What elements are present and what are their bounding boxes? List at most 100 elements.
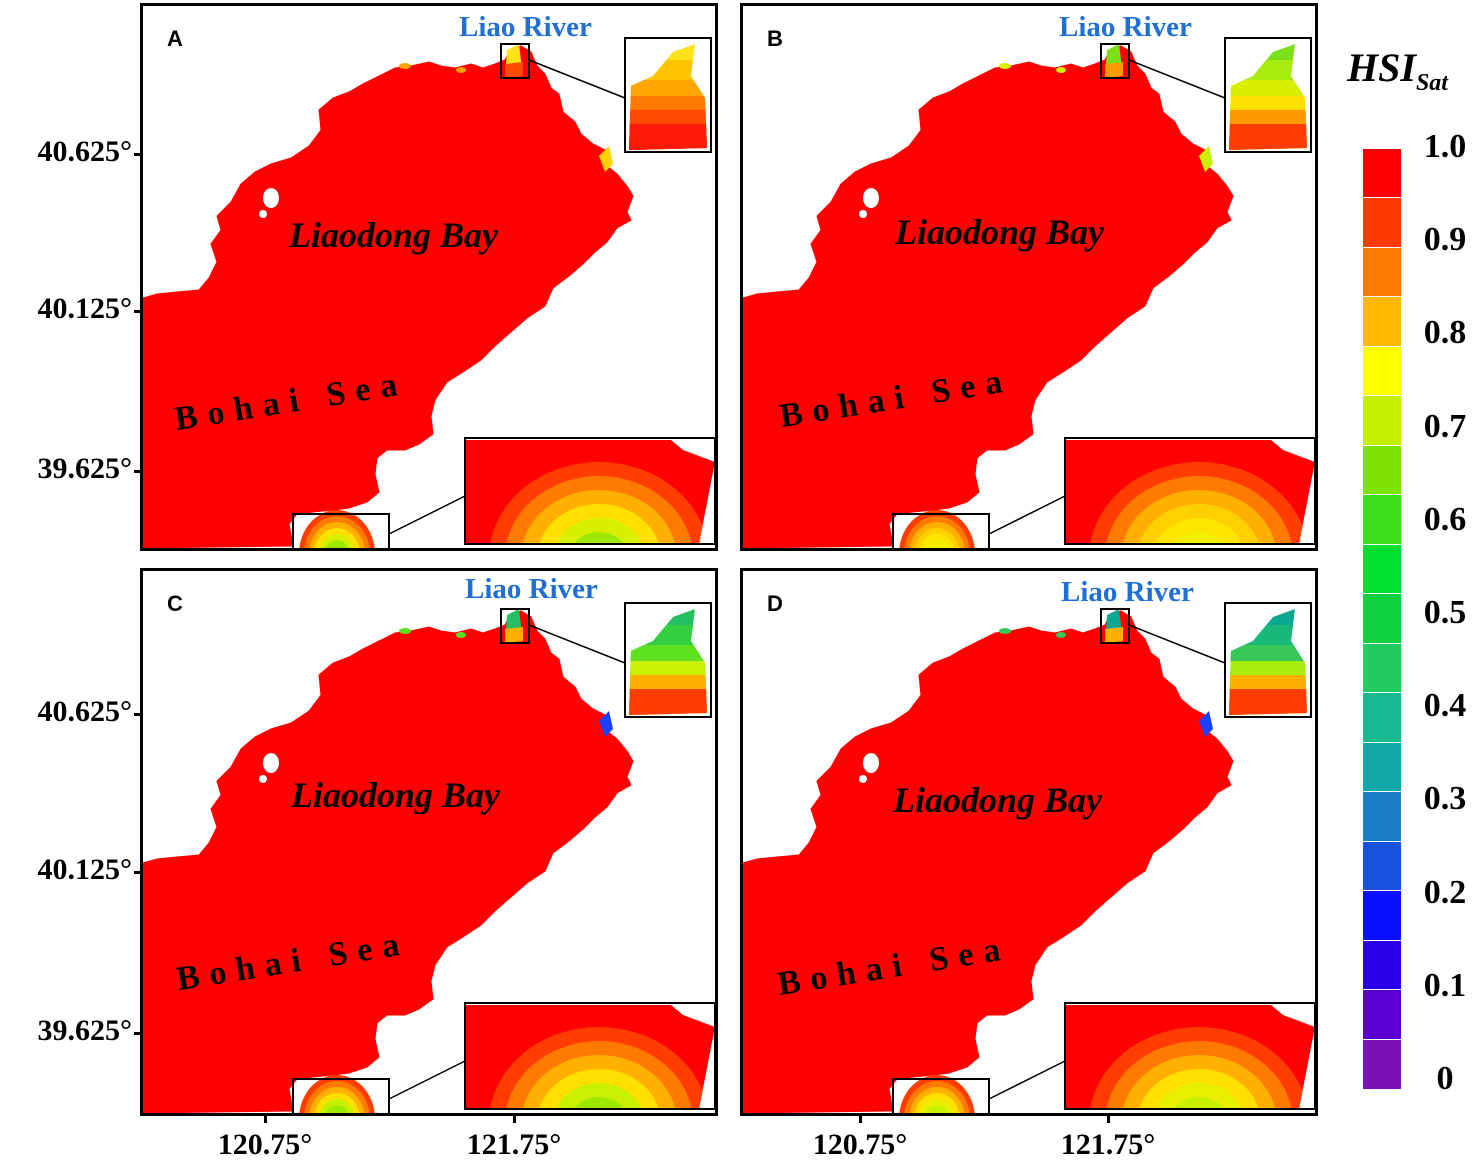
north-inset-band xyxy=(1229,124,1307,150)
river-mouth xyxy=(505,44,523,78)
y-tick-label: 40.125° xyxy=(37,292,133,325)
river-mouth xyxy=(505,609,523,643)
liaodong-bay-water xyxy=(143,610,634,1113)
island xyxy=(263,753,279,773)
colorbar-cell xyxy=(1363,840,1401,891)
river-mouth-fill xyxy=(1105,62,1123,78)
liaodong-bay-label: Liaodong Bay xyxy=(893,780,1103,820)
colorbar-tick-label: 0.5 xyxy=(1423,594,1467,631)
river-mouth xyxy=(1105,44,1123,78)
map-a xyxy=(143,37,715,548)
colorbar-cell xyxy=(1363,444,1401,495)
south-box xyxy=(899,1075,975,1113)
colorbar-cell xyxy=(1363,148,1401,198)
river-mouth-fill xyxy=(505,62,523,78)
colorbar-title-sub: Sat xyxy=(1415,70,1448,96)
south-inset-frame xyxy=(464,437,715,545)
liaodong-bay-water xyxy=(143,45,634,548)
coastal-spot xyxy=(399,63,411,69)
x-tick xyxy=(513,1115,516,1123)
y-tick-label: 40.625° xyxy=(37,135,133,168)
panel-label: A xyxy=(167,26,183,51)
north-inset-band xyxy=(1229,689,1307,715)
colorbar-cell xyxy=(1363,296,1401,347)
colorbar-cell xyxy=(1363,246,1401,297)
south-inset-leader xyxy=(388,1060,466,1100)
colorbar-cell xyxy=(1363,543,1401,594)
y-tick xyxy=(134,310,142,313)
map-d xyxy=(743,602,1315,1113)
south-box xyxy=(299,510,375,548)
colorbar-cell xyxy=(1363,692,1401,743)
y-tick-label: 39.625° xyxy=(37,452,133,485)
y-tick xyxy=(134,713,142,716)
map-b xyxy=(743,37,1315,548)
river-mouth-box xyxy=(1100,43,1130,79)
x-tick xyxy=(264,1115,267,1123)
south-inset xyxy=(464,437,715,545)
colorbar-cell xyxy=(1363,494,1401,545)
river-mouth-box xyxy=(1100,608,1130,644)
coastal-spot xyxy=(1056,67,1066,73)
colorbar-tick-label: 1.0 xyxy=(1423,128,1467,165)
coastal-spot xyxy=(999,63,1011,69)
south-inset-frame xyxy=(1064,437,1315,545)
south-inset-band xyxy=(553,518,645,544)
north-inset-leader xyxy=(528,59,626,99)
south-box-band xyxy=(925,540,949,548)
liao-river-label: Liao River xyxy=(459,11,592,43)
island xyxy=(259,775,267,783)
north-inset xyxy=(624,602,712,718)
east-coastal-spot xyxy=(1199,711,1213,737)
island xyxy=(863,753,879,773)
east-coastal-spot xyxy=(1199,146,1213,172)
x-tick-label: 121.75° xyxy=(466,1128,562,1161)
river-mouth-fill xyxy=(1105,627,1123,643)
river-mouth-box xyxy=(500,43,530,79)
panel-label: D xyxy=(767,591,783,616)
liaodong-bay-label: Liaodong Bay xyxy=(289,215,499,255)
panel-label: B xyxy=(767,26,783,51)
colorbar-cell xyxy=(1363,890,1401,941)
liao-river-label: Liao River xyxy=(465,573,598,605)
south-inset xyxy=(464,1002,715,1110)
south-box-band xyxy=(325,540,349,548)
south-inset-leader xyxy=(988,1060,1066,1100)
y-tick-label: 40.625° xyxy=(37,695,133,728)
colorbar-tick-label: 0 xyxy=(1436,1060,1454,1097)
colorbar-tick-label: 0.2 xyxy=(1423,873,1467,911)
north-inset-band xyxy=(629,689,707,715)
north-inset xyxy=(624,37,712,153)
colorbar-cell xyxy=(1363,345,1401,396)
y-tick-label: 40.125° xyxy=(37,853,133,886)
y-tick xyxy=(134,871,142,874)
colorbar-cell xyxy=(1363,642,1401,693)
south-inset-frame xyxy=(464,1002,715,1110)
north-inset xyxy=(1224,602,1312,718)
south-inset-band xyxy=(553,1083,645,1109)
south-inset xyxy=(1064,1002,1315,1110)
north-inset xyxy=(1224,37,1312,153)
map-panel-a: A Liao River Liaodong Bay Bohai Sea xyxy=(140,3,718,551)
coastal-spot xyxy=(456,632,466,638)
coastal-spot xyxy=(1056,632,1066,638)
colorbar-tick-label: 0.8 xyxy=(1423,314,1467,352)
colorbar-title: HSISat xyxy=(1347,44,1448,97)
island xyxy=(859,210,867,218)
north-inset-leader xyxy=(528,624,626,664)
map-panel-c: C Liao River Liaodong Bay Bohai Sea xyxy=(140,568,718,1116)
map-panel-d: D Liao River Liaodong Bay Bohai Sea xyxy=(740,568,1318,1116)
island xyxy=(859,775,867,783)
liaodong-bay-label: Liaodong Bay xyxy=(895,212,1105,252)
colorbar-tick-label: 0.3 xyxy=(1423,780,1467,818)
colorbar-tick-label: 0.7 xyxy=(1423,407,1467,445)
colorbar-tick-label: 0.9 xyxy=(1423,221,1467,259)
y-tick xyxy=(134,153,142,156)
colorbar-cell xyxy=(1363,791,1401,842)
map-c xyxy=(143,602,715,1113)
coastal-spot xyxy=(399,628,411,634)
north-inset-band xyxy=(629,124,707,150)
map-panel-b: B Liao River Liaodong Bay Bohai Sea xyxy=(740,3,1318,551)
y-tick xyxy=(134,470,142,473)
y-tick xyxy=(134,1032,142,1035)
